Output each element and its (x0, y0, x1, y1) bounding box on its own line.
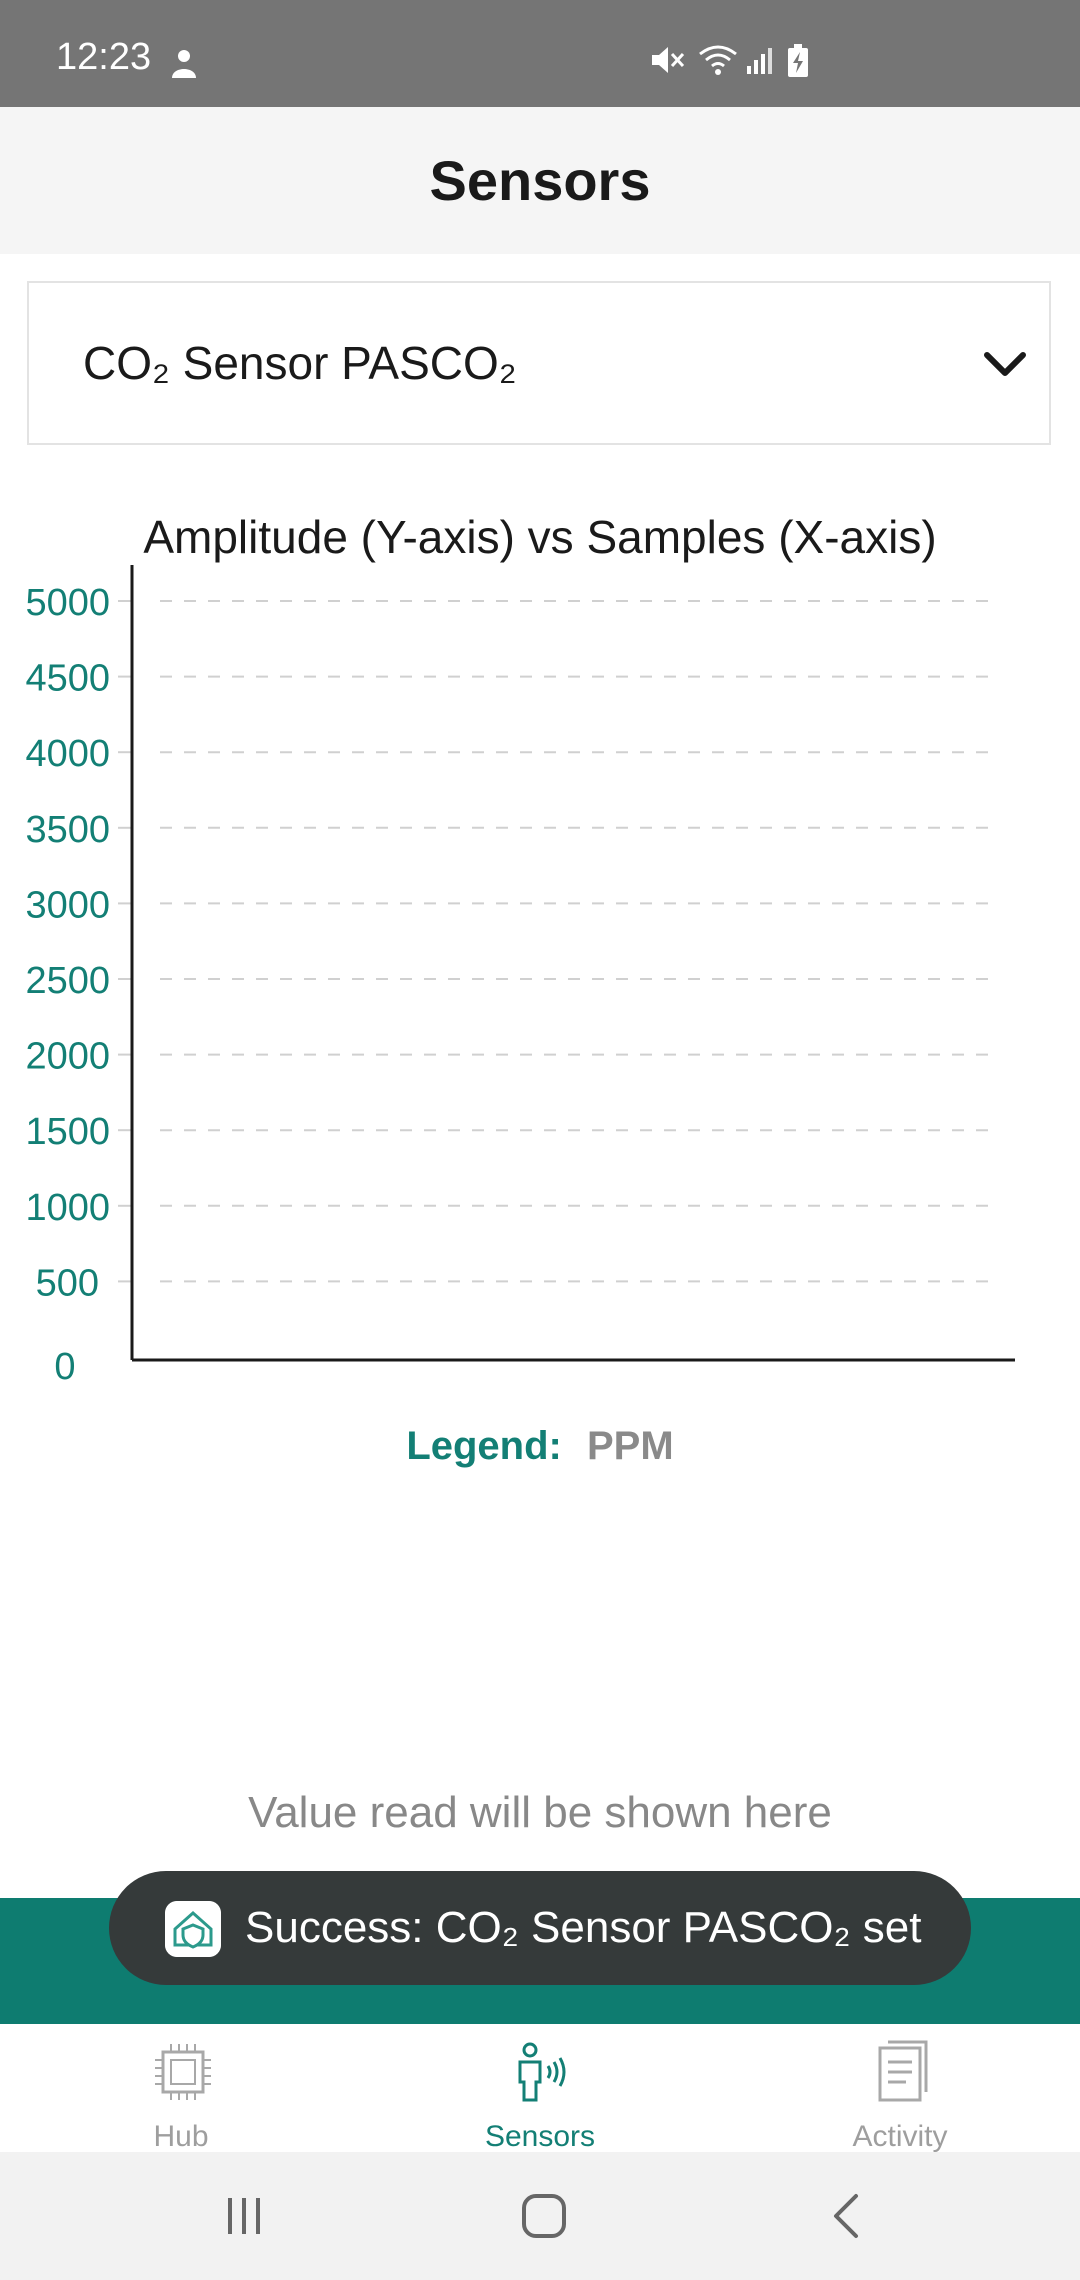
chip-icon (155, 2044, 211, 2100)
document-icon (878, 2040, 928, 2102)
y-tick-label: 4000 (25, 733, 110, 775)
value-display: Value read will be shown here (248, 1788, 832, 1837)
chart-title: Amplitude (Y-axis) vs Samples (X-axis) (143, 511, 937, 563)
legend-series-name: PPM (586, 1424, 674, 1468)
chevron-down-icon (984, 352, 1026, 376)
y-tick-label: 5000 (25, 582, 110, 624)
status-bar: 12:23 (0, 0, 1080, 107)
y-tick-label: 3000 (25, 884, 110, 926)
nav-label-activity: Activity (852, 2120, 948, 2153)
signal-icon (747, 48, 772, 74)
nav-item-sensors[interactable]: Sensors (390, 2024, 690, 2153)
amplitude-chart: Amplitude (Y-axis) vs Samples (X-axis) 0… (0, 500, 1080, 1400)
sensor-dropdown[interactable]: CO₂ Sensor PASCO₂ (27, 281, 1051, 445)
success-toast: Success: CO₂ Sensor PASCO₂ set (109, 1871, 971, 1985)
home-icon[interactable] (514, 2186, 574, 2246)
y-tick-label: 500 (36, 1262, 99, 1304)
chart-plot: 0 500 1000 1500 2000 2500 3000 3500 4000 4500 5000 (25, 565, 1015, 1388)
y-tick-label: 1500 (25, 1111, 110, 1153)
back-icon[interactable] (818, 2186, 878, 2246)
person-notification-icon (172, 50, 196, 78)
bottom-nav: Hub Sensors Activity (0, 2024, 1080, 2153)
app-header: Sensors (0, 107, 1080, 254)
y-tick-label: 1000 (25, 1187, 110, 1229)
nav-label-sensors: Sensors (484, 2120, 596, 2153)
wifi-icon (699, 45, 737, 75)
app-shield-icon (165, 1901, 221, 1957)
status-time: 12:23 (56, 36, 152, 78)
chart-legend: Legend: PPM (0, 1424, 1080, 1469)
nav-label-hub: Hub (153, 2120, 209, 2153)
y-tick-label: 4500 (25, 658, 110, 700)
sensor-dropdown-value: CO₂ Sensor PASCO₂ (83, 337, 517, 389)
sensor-person-icon (518, 2042, 566, 2102)
page-title: Sensors (429, 149, 651, 212)
recent-apps-icon[interactable] (214, 2186, 274, 2246)
legend-label: Legend: (406, 1424, 562, 1468)
nav-item-hub[interactable]: Hub (31, 2024, 331, 2153)
nav-item-activity[interactable]: Activity (750, 2024, 1050, 2153)
y-tick-label: 2000 (25, 1036, 110, 1078)
y-tick-label: 3500 (25, 809, 110, 851)
y-tick-label: 2500 (25, 960, 110, 1002)
mute-icon (652, 47, 685, 73)
battery-charging-icon (788, 44, 808, 77)
y-tick-label: 0 (54, 1346, 75, 1388)
toast-message: Success: CO₂ Sensor PASCO₂ set (245, 1903, 922, 1952)
system-nav-bar (0, 2152, 1080, 2280)
